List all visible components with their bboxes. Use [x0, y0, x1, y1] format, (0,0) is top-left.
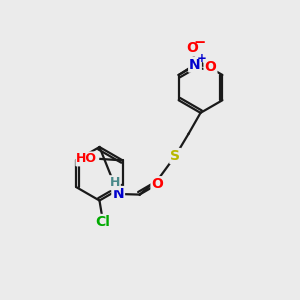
Text: O: O: [187, 41, 199, 55]
Text: N: N: [112, 187, 124, 201]
Text: S: S: [170, 149, 180, 163]
Text: O: O: [205, 60, 216, 74]
Text: Cl: Cl: [95, 215, 110, 229]
Text: N: N: [189, 58, 201, 71]
Text: +: +: [196, 52, 206, 65]
Text: −: −: [193, 35, 205, 50]
Text: H: H: [110, 176, 120, 189]
Text: HO: HO: [76, 152, 98, 165]
Text: O: O: [152, 177, 164, 191]
